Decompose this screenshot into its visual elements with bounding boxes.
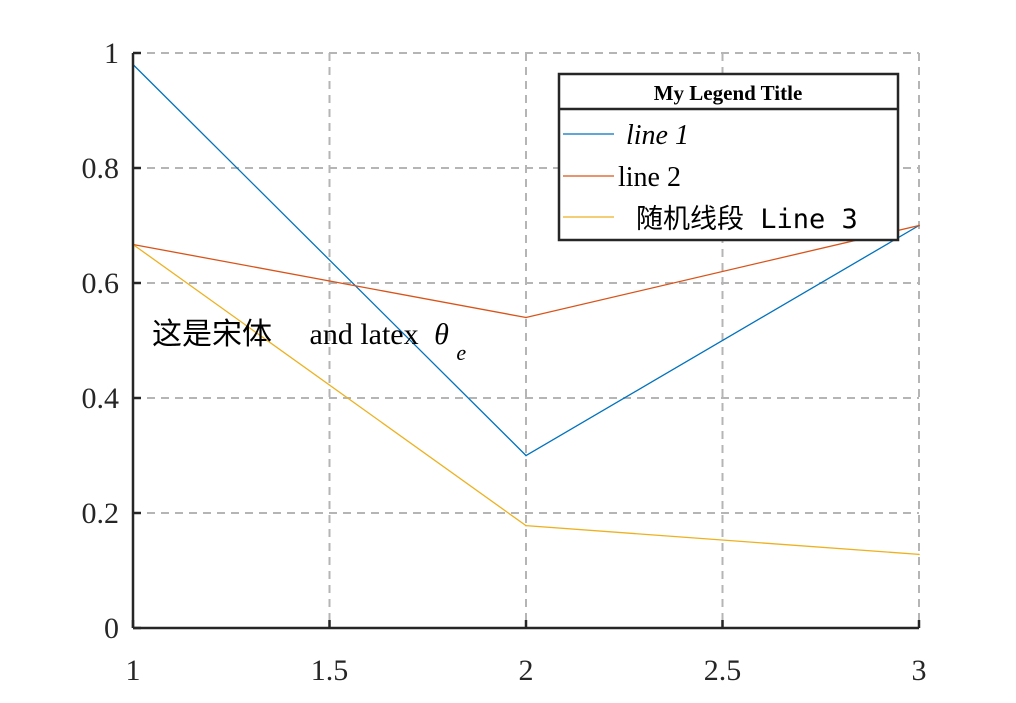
tick-labels: 1 1.5 2 2.5 3 0 0.2 0.4 0.6 0.8 1 — [82, 37, 927, 687]
legend: My Legend Title line 1 line 2 随机线段 Line … — [557, 72, 900, 242]
x-tick-label-4: 3 — [912, 654, 927, 687]
annotation-cjk-text: 这是宋体 — [152, 318, 272, 351]
y-tick-label-5: 1 — [104, 37, 119, 70]
series-2-point-2 — [525, 316, 527, 319]
x-tick-label-0: 1 — [126, 654, 141, 687]
series-3-point-2 — [525, 524, 527, 527]
x-tick-label-2: 2 — [519, 654, 534, 687]
y-tick-label-1: 0.2 — [82, 497, 120, 530]
y-tick-label-4: 0.8 — [82, 152, 120, 185]
axes — [131, 51, 921, 630]
annotation-subscript: e — [456, 340, 466, 365]
x-tick-label-1: 1.5 — [311, 654, 349, 687]
legend-box — [557, 72, 900, 242]
y-tick-label-0: 0 — [104, 612, 119, 645]
y-tick-label-3: 0.6 — [82, 267, 120, 300]
annotation-theta-symbol: θ — [434, 318, 449, 351]
legend-label-line-2: line 2 — [618, 162, 681, 193]
annotation-latin-text: and latex — [310, 318, 419, 351]
series-3-point-3 — [918, 553, 920, 556]
grid-lines — [133, 52, 920, 628]
legend-title: My Legend Title — [654, 81, 803, 105]
x-tick-label-3: 2.5 — [704, 654, 742, 687]
data-series — [132, 63, 920, 556]
chart-annotation: 这是宋体 and latex θ e — [152, 318, 466, 365]
y-tick-label-2: 0.4 — [82, 382, 120, 415]
series-2-point-3 — [918, 224, 920, 227]
series-1-point-2 — [525, 454, 527, 457]
legend-label-line-1: line 1 — [626, 120, 689, 151]
legend-label-line-3: 随机线段 Line 3 — [636, 204, 858, 235]
